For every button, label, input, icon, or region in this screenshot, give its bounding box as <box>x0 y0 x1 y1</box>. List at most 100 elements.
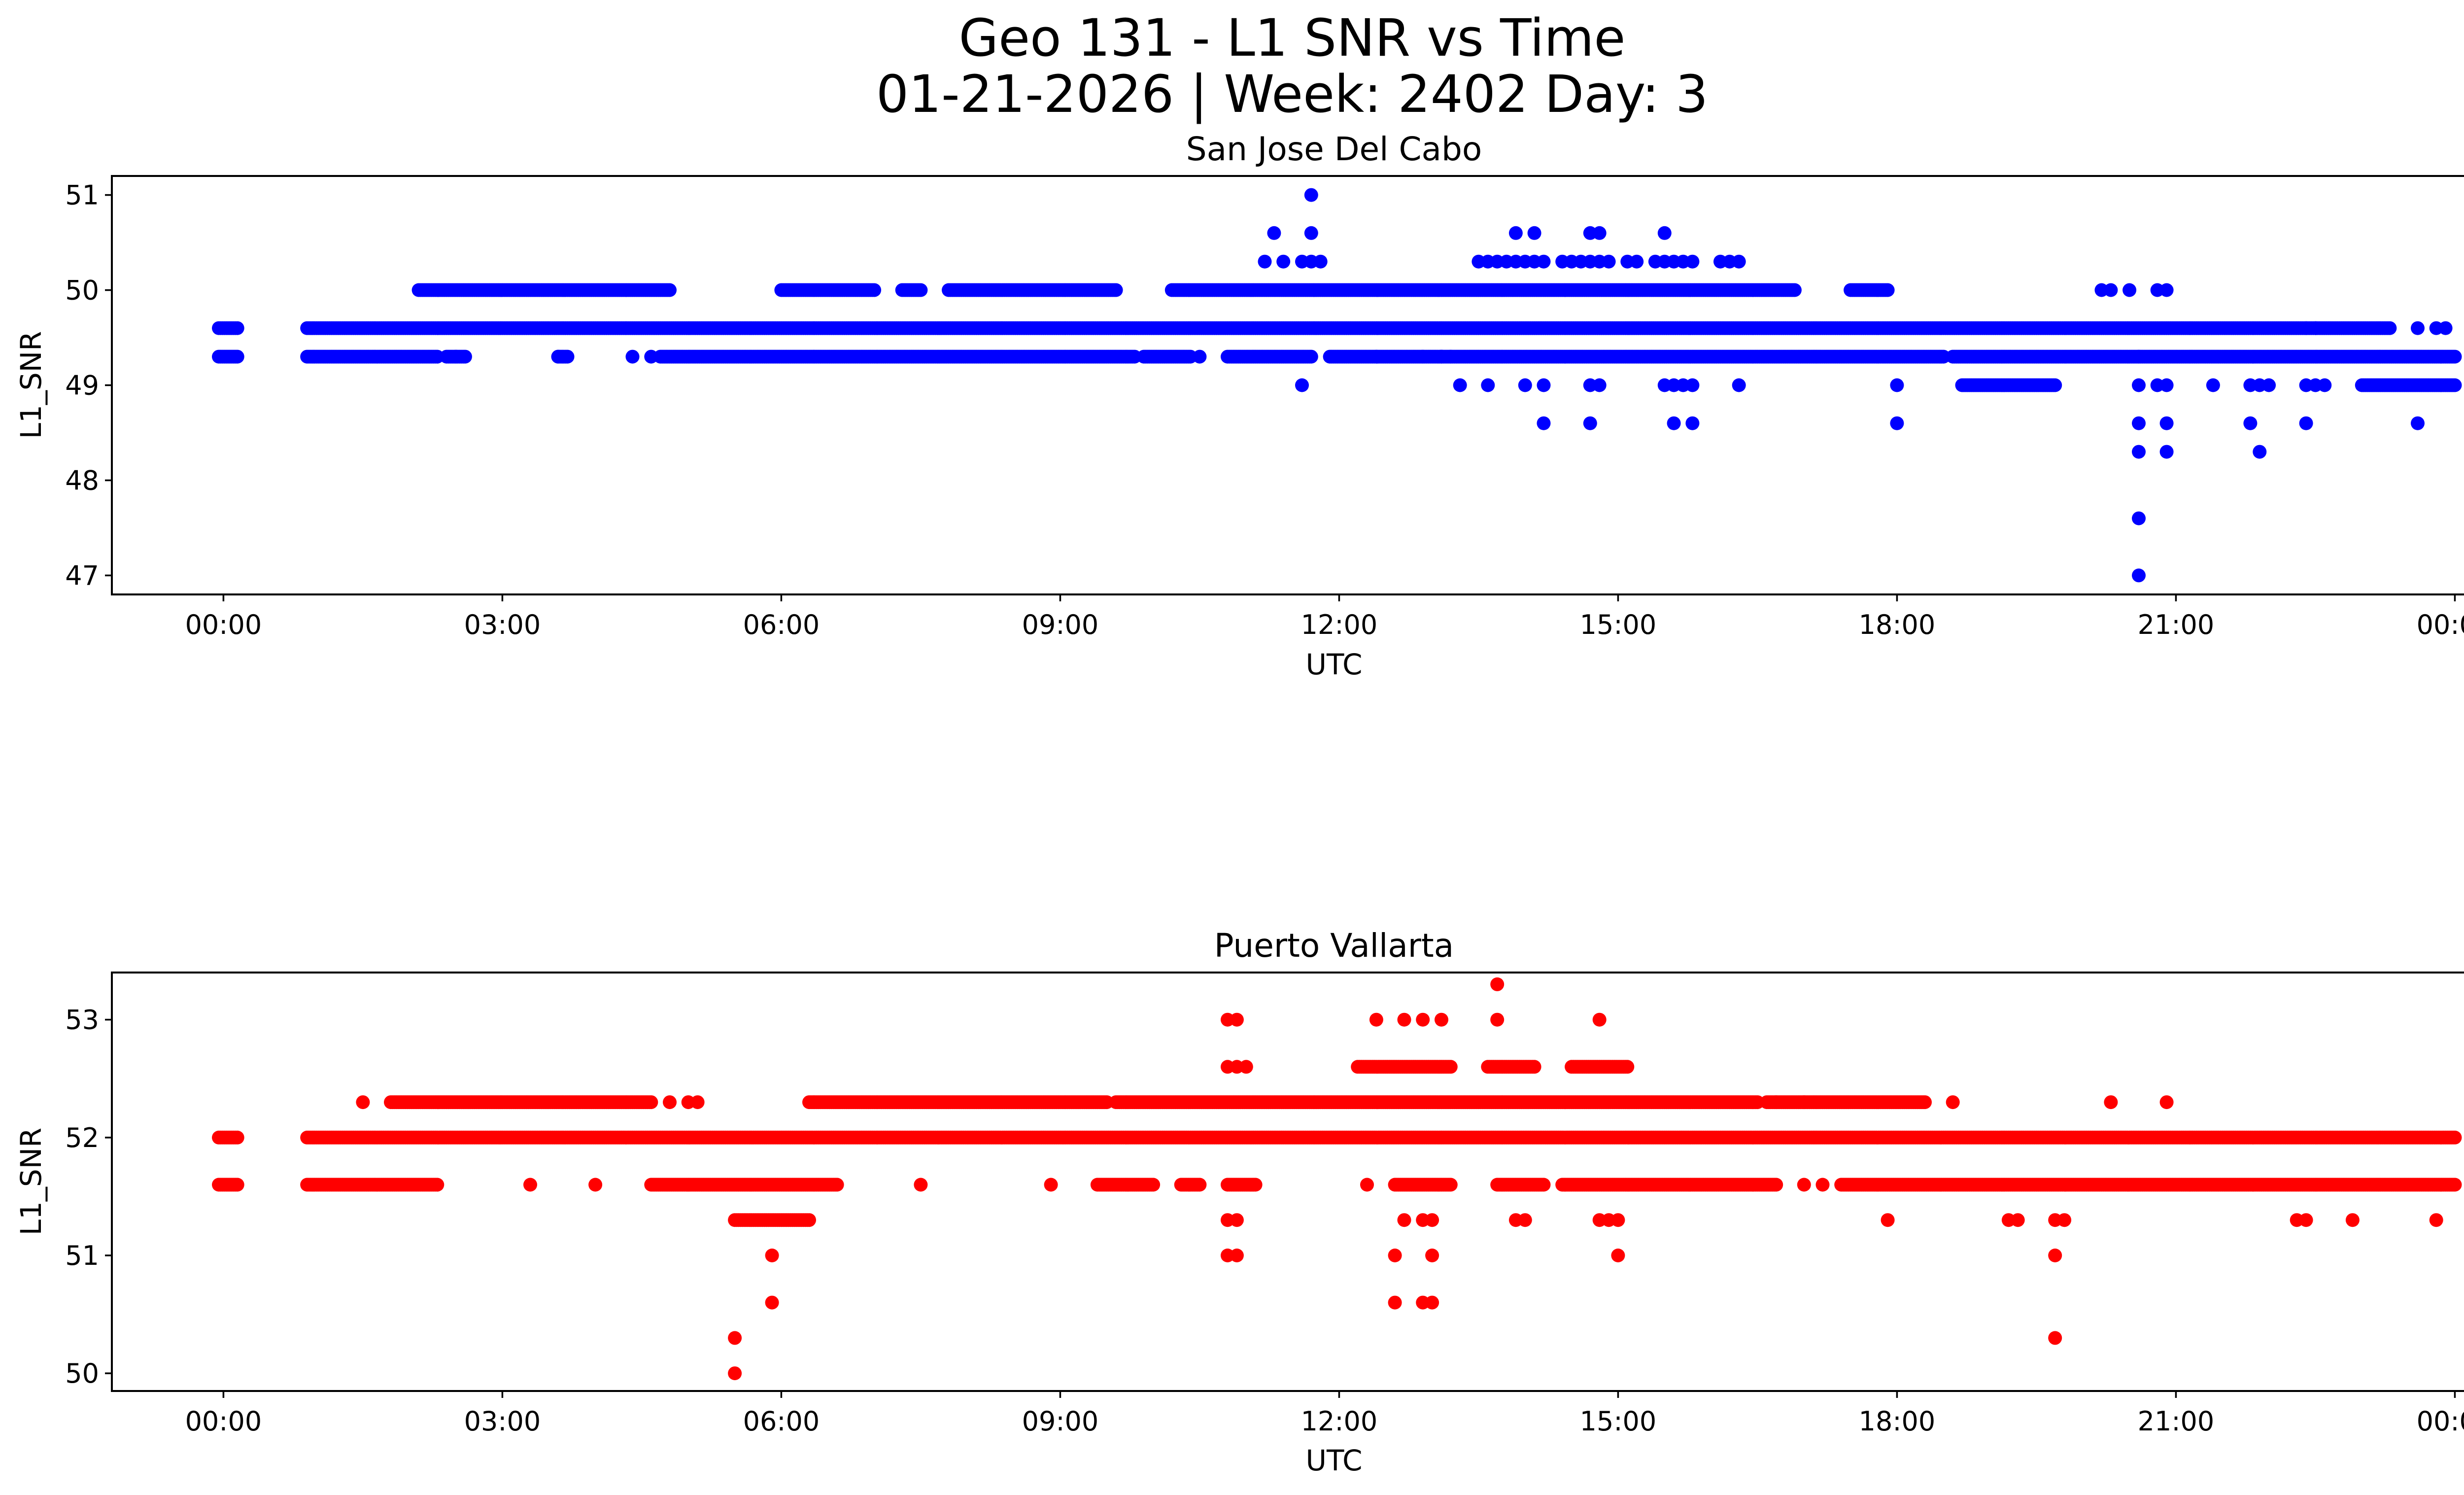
data-point <box>1295 378 1309 392</box>
data-point <box>1443 349 1458 364</box>
data-point <box>2448 349 2462 364</box>
x-tick-label: 18:00 <box>1859 609 1936 640</box>
data-point <box>2262 378 2276 392</box>
x-axis: 00:00 03:00 06:00 09:00 12:00 15:00 18:00 21:00… <box>185 594 2464 640</box>
data-point <box>1267 226 1281 240</box>
y-axis-label: L1_SNR <box>14 331 48 439</box>
figure-title-line1: Geo 131 - L1 SNR vs Time <box>958 8 1625 68</box>
data-point <box>625 349 640 364</box>
y-tick-label: 50 <box>65 275 99 306</box>
figure-title-line2: 01-21-2026 | Week: 2402 Day: 3 <box>876 64 1708 124</box>
data-point <box>663 283 677 297</box>
data-point <box>2448 1178 2462 1192</box>
plot-title: Puerto Vallarta <box>1214 927 1454 965</box>
data-point <box>1416 349 1430 364</box>
data-point <box>1276 254 1291 269</box>
data-points <box>212 188 2462 583</box>
data-point <box>2438 321 2453 335</box>
data-point <box>1258 254 1272 269</box>
data-point <box>1667 416 1681 430</box>
data-point <box>2253 445 2267 459</box>
data-point <box>1304 226 1318 240</box>
data-point <box>1583 416 1597 430</box>
data-point <box>1890 378 1904 392</box>
data-point <box>2159 416 2174 430</box>
data-point <box>1602 254 1616 269</box>
data-point <box>2132 568 2146 583</box>
data-point <box>2206 378 2220 392</box>
data-point <box>2122 283 2137 297</box>
data-point <box>2132 511 2146 525</box>
data-point <box>2104 283 2118 297</box>
data-point <box>2159 378 2174 392</box>
data-point <box>1732 254 1746 269</box>
data-point <box>2243 416 2258 430</box>
data-point <box>1685 416 1700 430</box>
data-point <box>1732 378 1746 392</box>
data-point <box>449 349 463 364</box>
data-point <box>1881 283 1895 297</box>
data-point <box>1481 378 1495 392</box>
data-point <box>1537 416 1551 430</box>
data-point <box>1109 283 1123 297</box>
x-tick-label: 15:00 <box>1580 609 1657 640</box>
data-point <box>830 1178 844 1192</box>
data-point <box>1508 226 1523 240</box>
x-tick-label: 00:00 <box>2417 609 2464 640</box>
data-point <box>2318 378 2332 392</box>
data-point <box>1657 226 1672 240</box>
data-point <box>2411 321 2425 335</box>
data-point <box>1193 349 1207 364</box>
y-tick-label: 48 <box>65 465 99 496</box>
data-point <box>1304 349 1318 364</box>
data-point <box>1313 254 1328 269</box>
y-tick-label: 51 <box>65 180 99 211</box>
data-point <box>2132 445 2146 459</box>
data-point <box>230 321 244 335</box>
x-tick-label: 09:00 <box>1022 609 1099 640</box>
data-point <box>230 1178 244 1192</box>
data-point <box>551 349 565 364</box>
y-tick-label: 49 <box>65 370 99 401</box>
data-point <box>2411 416 2425 430</box>
data-points <box>212 977 2462 1381</box>
x-tick-label: 03:00 <box>464 609 541 640</box>
data-point <box>1369 349 1383 364</box>
data-point <box>2299 416 2313 430</box>
plot-title: San Jose Del Cabo <box>1186 130 1482 168</box>
data-point <box>1685 254 1700 269</box>
x-tick-label: 00:00 <box>185 609 262 640</box>
data-point <box>1453 378 1467 392</box>
data-point <box>1527 226 1541 240</box>
data-point <box>1592 378 1607 392</box>
data-point <box>1304 188 1318 202</box>
x-tick-label: 12:00 <box>1301 609 1378 640</box>
data-point <box>1537 1178 1551 1192</box>
data-point <box>867 283 882 297</box>
data-point <box>2132 378 2146 392</box>
data-point <box>2132 416 2146 430</box>
x-tick-label: 21:00 <box>2138 609 2215 640</box>
data-point <box>2048 378 2062 392</box>
data-point <box>1537 254 1551 269</box>
data-point <box>1443 1178 1458 1192</box>
y-axis: 47 48 49 50 51 <box>65 180 112 591</box>
data-point <box>2159 445 2174 459</box>
x-tick-label: 06:00 <box>743 609 820 640</box>
data-point <box>230 349 244 364</box>
data-point <box>1890 416 1904 430</box>
data-point <box>914 283 928 297</box>
x-axis-label: UTC <box>1306 648 1363 681</box>
data-point <box>1518 378 1532 392</box>
data-point <box>1685 378 1700 392</box>
data-point <box>2383 321 2397 335</box>
data-point <box>1630 254 1644 269</box>
data-point <box>1193 1178 1207 1192</box>
data-point <box>1592 226 1607 240</box>
y-tick-label: 47 <box>65 560 99 591</box>
data-point <box>2448 1130 2462 1145</box>
